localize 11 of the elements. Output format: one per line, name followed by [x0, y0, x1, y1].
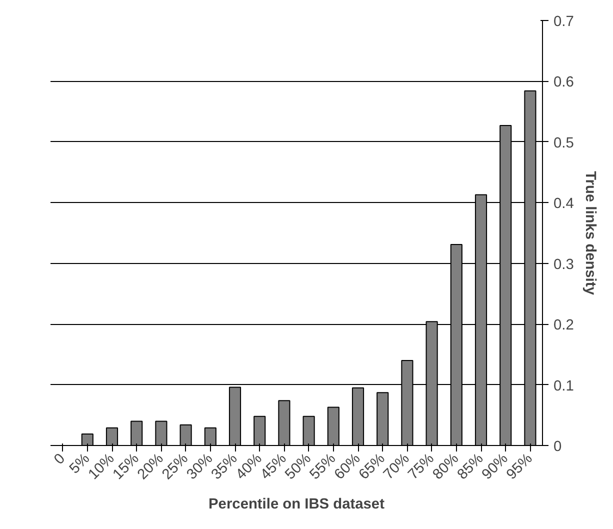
y-axis-title: True links density — [582, 171, 598, 296]
y-tick-label: 0 — [554, 439, 562, 455]
y-tick-label: 0.6 — [554, 74, 574, 91]
y-tick-label: 0.7 — [554, 14, 574, 30]
y-tick-label: 0.5 — [554, 135, 574, 152]
y-tick-label: 0.2 — [554, 318, 574, 334]
x-tick-label: 0 — [51, 450, 68, 468]
y-tick-label: 0.1 — [554, 378, 574, 394]
y-tick-label: 0.4 — [554, 196, 574, 212]
x-axis-title: Percentile on IBS dataset — [208, 496, 385, 513]
y-tick-label: 0.3 — [554, 256, 574, 273]
